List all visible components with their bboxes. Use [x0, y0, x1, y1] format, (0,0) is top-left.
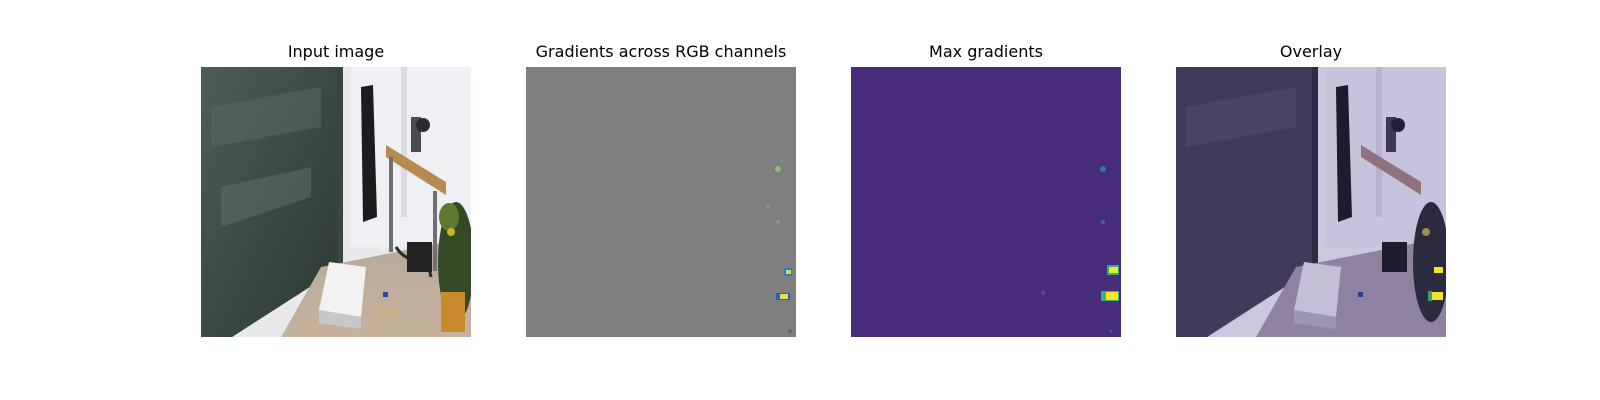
panel-title: Input image — [287, 42, 385, 61]
overlay-image — [1176, 67, 1446, 337]
panel-gradients-rgb: Gradients across RGB channels — [526, 0, 796, 400]
panel-title: Overlay — [1279, 42, 1343, 61]
panel-max-gradients: Max gradients — [851, 0, 1121, 400]
panel-title: Gradients across RGB channels — [535, 42, 787, 61]
panel-overlay: Overlay — [1176, 0, 1446, 400]
panel-input-image: Input image — [201, 0, 471, 400]
max-gradients-image — [851, 67, 1121, 337]
gradients-rgb-image — [526, 67, 796, 337]
input-image — [201, 67, 471, 337]
panel-title: Max gradients — [929, 42, 1043, 61]
